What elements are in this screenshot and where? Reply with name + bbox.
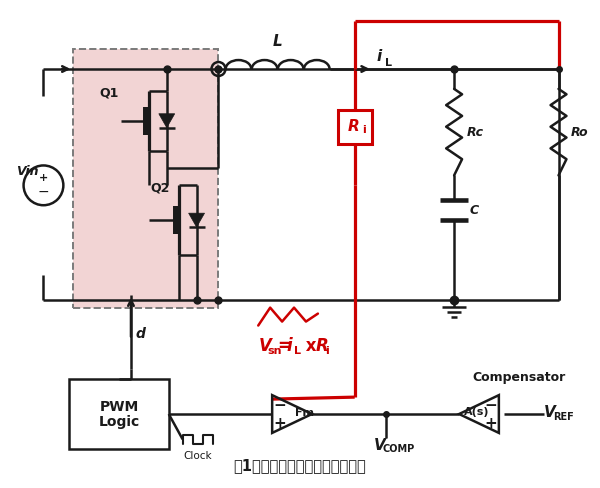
Bar: [73, 49, 218, 307]
Text: 图1：简单的电流模式控制架构。: 图1：简单的电流模式控制架构。: [233, 458, 367, 473]
Text: x: x: [300, 337, 322, 355]
Text: i: i: [286, 337, 292, 355]
Text: L: L: [385, 58, 392, 68]
Polygon shape: [188, 213, 205, 227]
Text: COMP: COMP: [383, 444, 415, 454]
Text: +: +: [39, 173, 48, 183]
Text: −: −: [274, 398, 286, 412]
Text: Logic: Logic: [98, 415, 140, 429]
Text: C: C: [470, 203, 479, 217]
Text: +: +: [485, 416, 497, 431]
Text: i: i: [362, 125, 365, 135]
Text: PWM: PWM: [100, 400, 139, 414]
Text: −: −: [38, 185, 49, 199]
Bar: [70, 379, 169, 449]
Text: Vin: Vin: [16, 165, 38, 178]
Text: REF: REF: [554, 412, 574, 422]
Text: −: −: [485, 398, 497, 412]
Text: i: i: [325, 346, 329, 356]
Text: V: V: [544, 405, 556, 420]
Text: A(s): A(s): [464, 407, 490, 417]
Text: Compensator: Compensator: [472, 371, 565, 384]
Text: d: d: [136, 327, 146, 342]
Text: Rc: Rc: [467, 125, 484, 139]
Text: Q2: Q2: [151, 182, 170, 194]
Bar: [338, 110, 371, 144]
Text: R: R: [316, 337, 329, 355]
Text: Q1: Q1: [100, 87, 119, 100]
Text: R: R: [348, 119, 359, 134]
Text: i: i: [377, 49, 382, 64]
Text: =: =: [277, 337, 291, 355]
Text: Fm: Fm: [295, 408, 314, 418]
Text: Ro: Ro: [571, 125, 588, 139]
Text: V: V: [258, 337, 271, 355]
Text: Clock: Clock: [183, 451, 212, 461]
Polygon shape: [159, 114, 175, 128]
Text: sn: sn: [267, 346, 281, 356]
Text: L: L: [273, 34, 283, 49]
Text: V: V: [374, 438, 385, 453]
Text: L: L: [294, 346, 301, 356]
Text: +: +: [274, 416, 286, 431]
